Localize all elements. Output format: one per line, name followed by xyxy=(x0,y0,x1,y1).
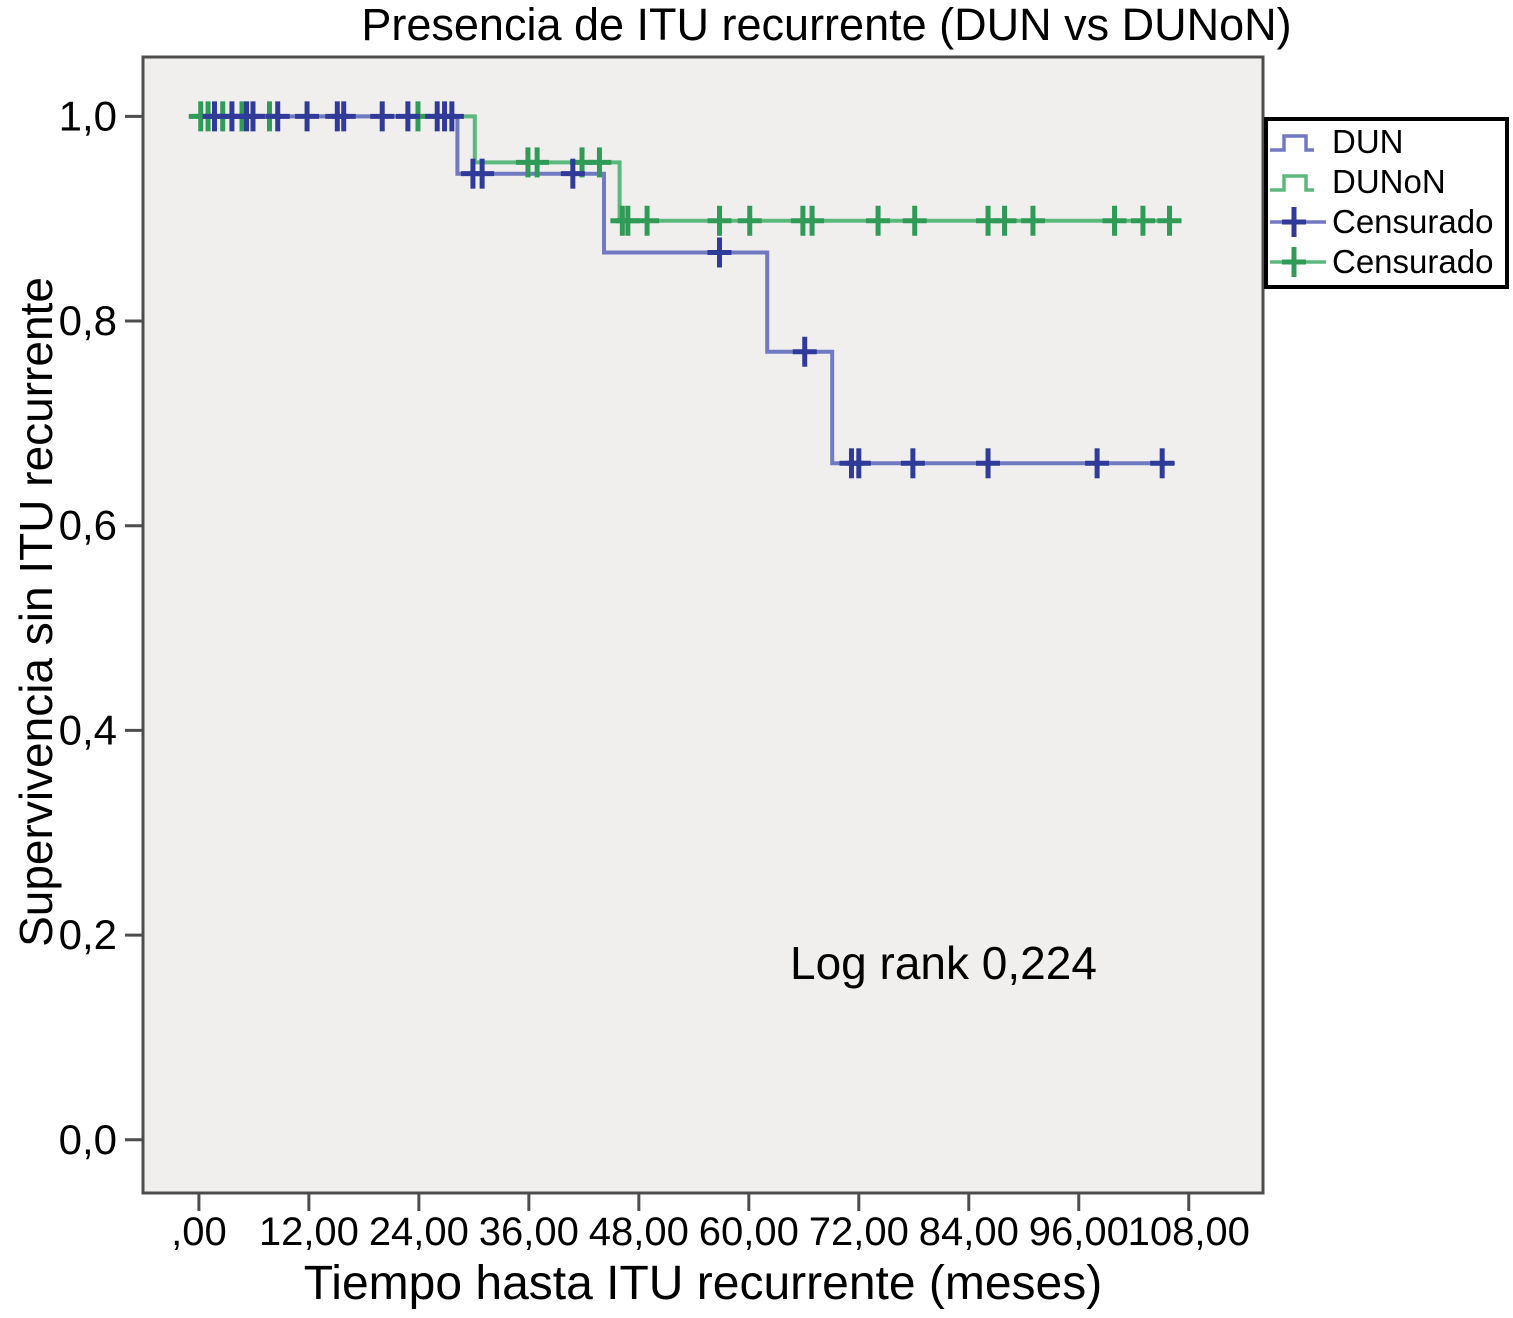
legend-label: DUNoN xyxy=(1332,163,1446,200)
legend-censor-glyph xyxy=(1270,247,1326,277)
x-tick-label: ,00 xyxy=(171,1210,227,1254)
x-tick-label: 60,00 xyxy=(699,1210,799,1254)
legend-item: DUN xyxy=(1268,122,1505,162)
legend-label: DUN xyxy=(1332,123,1404,160)
x-tick-label: 12,00 xyxy=(259,1210,359,1254)
y-tick-label: 0,8 xyxy=(59,297,117,344)
y-tick-label: 0,2 xyxy=(59,911,117,958)
legend-step-glyph xyxy=(1270,134,1314,152)
y-tick-label: 0,6 xyxy=(59,502,117,549)
legend-item: Censurado xyxy=(1268,242,1505,282)
legend-step-glyph xyxy=(1270,174,1314,192)
x-tick-label: 84,00 xyxy=(919,1210,1019,1254)
legend-label: Censurado xyxy=(1332,203,1494,240)
chart-title: Presencia de ITU recurrente (DUN vs DUNo… xyxy=(361,0,1292,50)
x-tick-label: 108,00 xyxy=(1128,1210,1250,1254)
y-tick-label: 0,4 xyxy=(59,706,117,753)
legend: DUN DUNoN Censurado Censurado xyxy=(1264,117,1509,289)
x-axis-title: Tiempo hasta ITU recurrente (meses) xyxy=(303,1257,1103,1310)
log-rank-annotation: Log rank 0,224 xyxy=(790,937,1097,989)
x-tick-label: 36,00 xyxy=(479,1210,579,1254)
x-tick-label: 48,00 xyxy=(589,1210,689,1254)
x-tick-label: 96,00 xyxy=(1029,1210,1129,1254)
legend-censor-glyph xyxy=(1270,207,1326,237)
legend-item: Censurado xyxy=(1268,202,1505,242)
x-tick-label: 72,00 xyxy=(809,1210,909,1254)
plot-background xyxy=(141,55,1265,1195)
survival-curve-dun xyxy=(189,114,1175,466)
y-tick-label: 0,0 xyxy=(59,1116,117,1163)
legend-label: Censurado xyxy=(1332,243,1494,280)
x-tick-label: 24,00 xyxy=(369,1210,469,1254)
y-tick-label: 1,0 xyxy=(59,92,117,139)
legend-item: DUNoN xyxy=(1268,162,1505,202)
